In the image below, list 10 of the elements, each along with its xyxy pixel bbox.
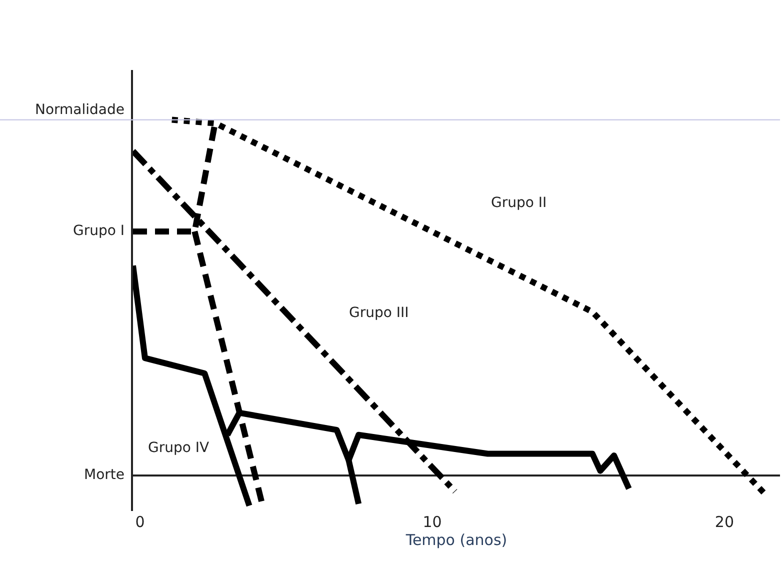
x-tick-label: 20 xyxy=(714,513,734,531)
x-axis-title: Tempo (anos) xyxy=(404,531,508,549)
ref-line-label: Normalidade xyxy=(35,102,125,118)
text: Morte xyxy=(84,467,125,483)
x-tick-label: 10 xyxy=(422,513,442,531)
annotation: Grupo III xyxy=(349,305,409,321)
annotation: Grupo IV xyxy=(148,440,210,456)
x-tick-label: 0 xyxy=(135,513,145,531)
annotation: Grupo I xyxy=(73,223,125,239)
annotation: Grupo II xyxy=(491,195,547,211)
